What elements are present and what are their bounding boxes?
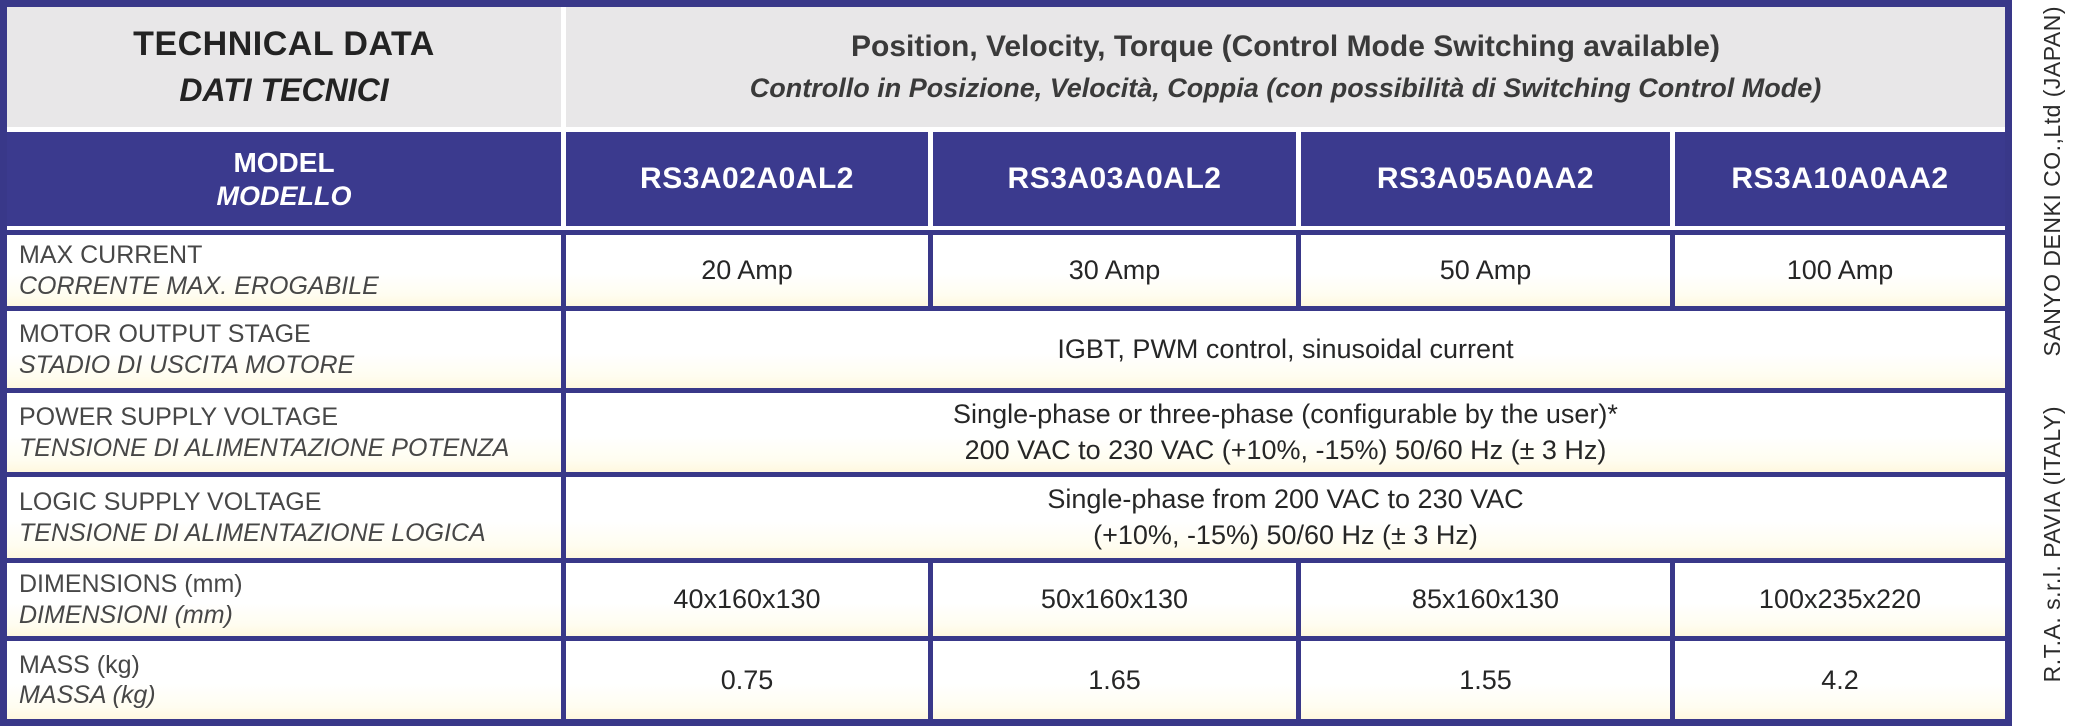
row-label-en: LOGIC SUPPLY VOLTAGE [19, 488, 322, 516]
row-label-en: MOTOR OUTPUT STAGE [19, 320, 311, 348]
row-label-en: MAX CURRENT [19, 241, 203, 269]
cell-value-line-2: (+10%, -15%) 50/60 Hz (± 3 Hz) [1093, 519, 1478, 550]
row-label-en: POWER SUPPLY VOLTAGE [19, 403, 339, 431]
dimensions-value-1: 40x160x130 [566, 563, 928, 636]
row-label-it: CORRENTE MAX. EROGABILE [19, 271, 379, 300]
power-supply-voltage-value: Single-phase or three-phase (configurabl… [566, 393, 2005, 472]
rta-credit-text: R.T.A. s.r.l. PAVIA (ITALY) [2038, 406, 2065, 683]
motor-output-stage-value: IGBT, PWM control, sinusoidal current [566, 311, 2005, 388]
row-label-logic-supply-voltage: LOGIC SUPPLY VOLTAGE TENSIONE DI ALIMENT… [7, 477, 561, 558]
control-modes-cell: Position, Velocity, Torque (Control Mode… [566, 7, 2005, 127]
model-cell-4: RS3A10A0AA2 [1675, 132, 2005, 226]
mass-value-3: 1.55 [1301, 641, 1670, 719]
technical-data-table: TECHNICAL DATA DATI TECNICI Position, Ve… [0, 0, 2012, 726]
cell-value: 1.65 [1088, 664, 1141, 695]
title-it: DATI TECNICI [179, 72, 389, 108]
row-label-motor-output-stage: MOTOR OUTPUT STAGE STADIO DI USCITA MOTO… [7, 311, 561, 388]
logic-supply-voltage-value: Single-phase from 200 VAC to 230 VAC (+1… [566, 477, 2005, 558]
row-label-mass: MASS (kg) MASSA (kg) [7, 641, 561, 719]
model-cell-1: RS3A02A0AL2 [566, 132, 928, 226]
cell-value: 100x235x220 [1758, 584, 1922, 614]
dimensions-value-3: 85x160x130 [1301, 563, 1670, 636]
technical-data-title-cell: TECHNICAL DATA DATI TECNICI [7, 7, 561, 127]
model-name: RS3A03A0AL2 [1007, 162, 1222, 195]
control-modes-en: Position, Velocity, Torque (Control Mode… [851, 30, 1720, 63]
row-label-max-current: MAX CURRENT CORRENTE MAX. EROGABILE [7, 235, 561, 306]
cell-value-line-1: Single-phase or three-phase (configurabl… [953, 398, 1618, 429]
cell-value: 50x160x130 [1040, 584, 1189, 614]
cell-value: 1.55 [1459, 664, 1512, 695]
cell-value: 50 Amp [1439, 255, 1532, 285]
cell-value: 0.75 [720, 664, 774, 695]
sanyo-denki-credit: SANYO DENKI CO.,Ltd (JAPAN) [2012, 0, 2092, 363]
model-name: RS3A10A0AA2 [1731, 162, 1949, 195]
row-label-power-supply-voltage: POWER SUPPLY VOLTAGE TENSIONE DI ALIMENT… [7, 393, 561, 472]
model-cell-2: RS3A03A0AL2 [933, 132, 1296, 226]
cell-value: 4.2 [1821, 664, 1859, 695]
sanyo-denki-credit-text: SANYO DENKI CO.,Ltd (JAPAN) [2038, 6, 2065, 357]
dimensions-value-4: 100x235x220 [1675, 563, 2005, 636]
model-name: RS3A05A0AA2 [1376, 162, 1595, 195]
row-label-it: TENSIONE DI ALIMENTAZIONE LOGICA [19, 518, 486, 547]
model-cell-3: RS3A05A0AA2 [1301, 132, 1670, 226]
row-label-it: DIMENSIONI (mm) [19, 600, 233, 629]
mass-value-1: 0.75 [566, 641, 928, 719]
table-body-section: MAX CURRENT CORRENTE MAX. EROGABILE 20 A… [7, 230, 2005, 719]
cell-value: 20 Amp [701, 255, 793, 285]
cell-value: 40x160x130 [673, 584, 821, 614]
table-header-section: TECHNICAL DATA DATI TECNICI Position, Ve… [7, 7, 2005, 230]
mass-value-4: 4.2 [1675, 641, 2005, 719]
max-current-value-1: 20 Amp [566, 235, 928, 306]
side-credits-strip: SANYO DENKI CO.,Ltd (JAPAN) R.T.A. s.r.l… [2012, 0, 2092, 726]
cell-value-line-1: Single-phase from 200 VAC to 230 VAC [1047, 483, 1524, 514]
cell-value: IGBT, PWM control, sinusoidal current [1057, 333, 1514, 364]
rta-credit: R.T.A. s.r.l. PAVIA (ITALY) [2012, 363, 2092, 726]
control-modes-it: Controllo in Posizione, Velocità, Coppia… [749, 73, 1822, 103]
model-label-en: MODEL [233, 146, 335, 178]
max-current-value-2: 30 Amp [933, 235, 1296, 306]
row-label-it: MASSA (kg) [19, 681, 156, 709]
mass-value-2: 1.65 [933, 641, 1296, 719]
row-label-en: DIMENSIONS (mm) [19, 570, 243, 598]
cell-value: 30 Amp [1068, 255, 1161, 285]
row-label-dimensions: DIMENSIONS (mm) DIMENSIONI (mm) [7, 563, 561, 636]
model-label-it: MODELLO [216, 180, 352, 211]
title-en: TECHNICAL DATA [133, 25, 435, 63]
dimensions-value-2: 50x160x130 [933, 563, 1296, 636]
cell-value-line-2: 200 VAC to 230 VAC (+10%, -15%) 50/60 Hz… [964, 434, 1607, 465]
model-name: RS3A02A0AL2 [640, 162, 854, 195]
row-label-it: STADIO DI USCITA MOTORE [19, 350, 355, 379]
cell-value: 100 Amp [1786, 255, 1894, 285]
model-header-cell: MODEL MODELLO [7, 132, 561, 226]
max-current-value-4: 100 Amp [1675, 235, 2005, 306]
max-current-value-3: 50 Amp [1301, 235, 1670, 306]
row-label-it: TENSIONE DI ALIMENTAZIONE POTENZA [19, 433, 510, 462]
row-label-en: MASS (kg) [19, 650, 140, 679]
cell-value: 85x160x130 [1411, 584, 1560, 614]
